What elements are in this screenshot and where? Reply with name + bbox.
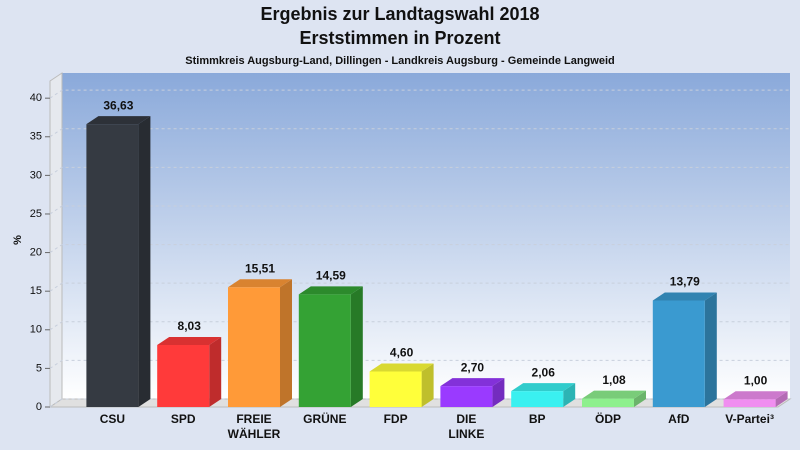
- y-tick-label: 15: [30, 285, 42, 297]
- bar-face: [563, 383, 576, 407]
- bar-face: [228, 287, 280, 407]
- bar: [157, 337, 222, 407]
- bar-face: [86, 124, 139, 408]
- y-tick-label: 40: [30, 92, 42, 104]
- bar-face: [511, 383, 576, 392]
- chart-caption: Stimmkreis Augsburg-Land, Dillingen - La…: [185, 55, 614, 67]
- bar: [228, 279, 292, 407]
- bar-face: [369, 371, 422, 407]
- value-label: 8,03: [178, 319, 202, 333]
- bar-face: [511, 391, 564, 407]
- chart-title: Ergebnis zur Landtagswahl 2018: [260, 4, 539, 24]
- x-tick-label: CSU: [100, 412, 125, 426]
- bar-face: [421, 363, 434, 407]
- x-tick-label: FREIE WÄHLER: [228, 412, 281, 441]
- bar: [440, 378, 505, 407]
- bar: [86, 116, 151, 408]
- grid-line: [49, 321, 790, 331]
- bar-face: [228, 279, 292, 288]
- y-tick-label: 10: [30, 324, 42, 336]
- bar-face: [652, 300, 705, 407]
- grid-line: [49, 359, 790, 369]
- bar: [511, 383, 576, 407]
- y-tick-label: 30: [30, 169, 42, 181]
- bar-face: [86, 116, 151, 125]
- grid-line: [49, 205, 790, 215]
- bar-face: [723, 399, 776, 407]
- bar-face: [369, 363, 434, 372]
- y-tick-label: 0: [36, 401, 42, 413]
- x-tick-label: AfD: [668, 412, 690, 426]
- bar: [298, 286, 363, 407]
- bar-face: [138, 116, 151, 408]
- bar-face: [492, 378, 505, 407]
- bar-face: [209, 337, 222, 407]
- grid-line: [49, 128, 790, 138]
- bar-face: [157, 337, 222, 346]
- y-tick-label: 20: [30, 246, 42, 258]
- grid-line: [49, 89, 790, 99]
- bar: [582, 390, 646, 407]
- bar-face: [350, 286, 363, 407]
- value-label: 1,00: [744, 373, 768, 387]
- bar-face: [298, 294, 351, 407]
- grid-line: [49, 244, 790, 253]
- bar-face: [298, 286, 363, 295]
- bar: [723, 391, 788, 407]
- x-tick-label: FDP: [384, 412, 408, 426]
- x-tick-label: V-Partei³: [725, 412, 774, 426]
- grid-line: [49, 282, 790, 292]
- x-tick-label: ÖDP: [595, 411, 621, 426]
- y-tick-label: 35: [30, 131, 42, 143]
- value-label: 15,51: [245, 261, 275, 275]
- side-wall: [49, 72, 63, 408]
- bar-face: [634, 390, 646, 407]
- chart-subtitle: Erststimmen in Prozent: [299, 28, 500, 48]
- bar-face: [652, 292, 717, 301]
- grid-line: [49, 166, 790, 176]
- bar-face: [723, 391, 788, 400]
- bar: [652, 292, 717, 407]
- bar-face: [775, 391, 788, 407]
- bar-face: [157, 345, 210, 407]
- bar-face: [704, 292, 717, 407]
- value-label: 2,70: [461, 360, 485, 374]
- value-label: 2,06: [532, 365, 556, 379]
- bar-face: [440, 378, 505, 387]
- y-tick-label: 5: [36, 362, 42, 374]
- value-label: 14,59: [316, 269, 346, 283]
- value-label: 13,79: [670, 275, 700, 289]
- x-tick-label: DIE LINKE: [448, 412, 484, 441]
- value-label: 1,08: [602, 373, 626, 387]
- y-axis-label: %: [12, 235, 24, 245]
- bar-face: [582, 398, 634, 407]
- x-tick-label: BP: [529, 412, 546, 426]
- bar: [369, 363, 434, 407]
- bar-face: [440, 386, 493, 407]
- bar-face: [280, 279, 292, 407]
- value-label: 4,60: [390, 346, 414, 360]
- x-tick-label: SPD: [171, 412, 196, 426]
- bar-face: [582, 390, 646, 399]
- x-tick-label: GRÜNE: [303, 411, 346, 426]
- y-tick-label: 25: [30, 208, 42, 220]
- value-label: 36,63: [103, 98, 133, 112]
